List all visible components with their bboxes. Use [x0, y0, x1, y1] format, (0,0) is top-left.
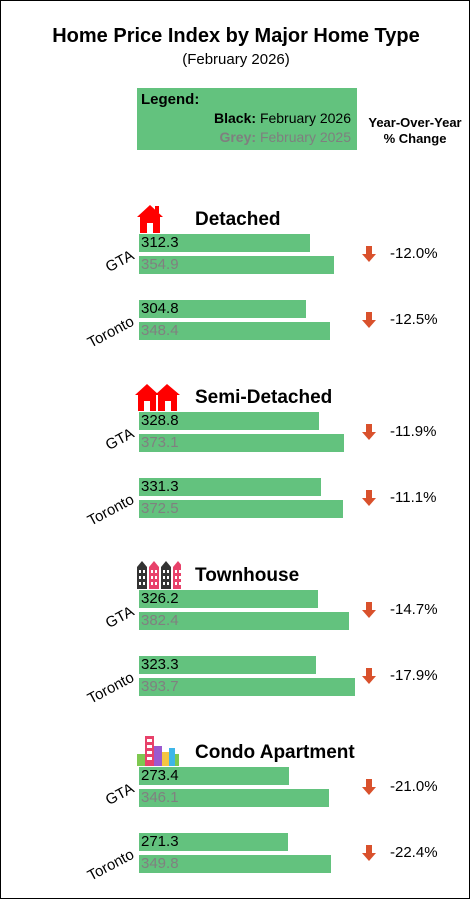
chart-subtitle: (February 2026) — [182, 51, 290, 68]
legend-heading: Legend: — [141, 91, 200, 108]
bar-previous-condo-apartment-gta — [139, 789, 329, 807]
down-arrow-icon — [362, 424, 376, 440]
legend-current-label: February 2026 — [259, 110, 351, 126]
bar-current-townhouse-gta — [139, 590, 318, 608]
value-previous-semi-detached-gta: 373.1 — [141, 434, 179, 451]
semi-detached-house-icon — [135, 379, 181, 413]
bar-previous-condo-apartment-toronto — [139, 855, 331, 873]
value-current-detached-gta: 312.3 — [141, 234, 179, 251]
yoy-header-line-1: Year-Over-Year — [368, 115, 462, 130]
townhouse-icon — [135, 557, 183, 591]
bar-previous-semi-detached-gta — [139, 434, 344, 452]
region-label-townhouse-toronto: Toronto — [84, 668, 137, 708]
yoy-value-semi-detached-gta: -11.9% — [390, 423, 437, 440]
section-title-condo-apartment: Condo Apartment — [195, 742, 355, 763]
bar-previous-townhouse-gta — [139, 612, 349, 630]
down-arrow-icon — [362, 312, 376, 328]
region-label-townhouse-gta: GTA — [102, 602, 137, 632]
yoy-value-semi-detached-toronto: -11.1% — [390, 489, 437, 506]
region-label-condo-apartment-toronto: Toronto — [84, 845, 137, 885]
bar-current-semi-detached-gta — [139, 412, 320, 430]
yoy-value-condo-apartment-gta: -21.0% — [390, 778, 438, 795]
region-label-semi-detached-toronto: Toronto — [84, 490, 137, 530]
down-arrow-icon — [362, 602, 376, 618]
legend: Legend: Black: February 2026 Grey: Febru… — [137, 88, 357, 150]
value-previous-condo-apartment-toronto: 349.8 — [141, 855, 179, 872]
value-current-semi-detached-gta: 328.8 — [141, 412, 179, 429]
value-previous-townhouse-gta: 382.4 — [141, 612, 179, 629]
legend-previous: Grey: February 2025 — [219, 129, 351, 145]
yoy-value-townhouse-toronto: -17.9% — [390, 667, 438, 684]
down-arrow-icon — [362, 490, 376, 506]
section-title-detached: Detached — [195, 209, 281, 230]
value-previous-condo-apartment-gta: 346.1 — [141, 789, 179, 806]
value-previous-semi-detached-toronto: 372.5 — [141, 500, 179, 517]
region-label-detached-gta: GTA — [102, 246, 137, 276]
bar-current-townhouse-toronto — [139, 656, 317, 674]
yoy-value-detached-gta: -12.0% — [390, 245, 438, 262]
bar-current-detached-toronto — [139, 300, 307, 318]
down-arrow-icon — [362, 668, 376, 684]
bar-current-condo-apartment-toronto — [139, 833, 288, 851]
yoy-header-line-2: % Change — [383, 131, 447, 146]
value-current-condo-apartment-gta: 273.4 — [141, 767, 179, 784]
value-previous-detached-toronto: 348.4 — [141, 322, 179, 339]
region-label-semi-detached-gta: GTA — [102, 424, 137, 454]
value-current-semi-detached-toronto: 331.3 — [141, 478, 179, 495]
value-previous-detached-gta: 354.9 — [141, 256, 179, 273]
legend-previous-label: February 2025 — [259, 129, 351, 145]
down-arrow-icon — [362, 779, 376, 795]
yoy-value-condo-apartment-toronto: -22.4% — [390, 844, 438, 861]
yoy-header: Year-Over-Year % Change — [361, 115, 469, 147]
legend-current: Black: February 2026 — [214, 110, 351, 126]
yoy-value-townhouse-gta: -14.7% — [390, 601, 438, 618]
bar-current-detached-gta — [139, 234, 311, 252]
value-current-condo-apartment-toronto: 271.3 — [141, 833, 179, 850]
value-current-townhouse-toronto: 323.3 — [141, 656, 179, 673]
value-previous-townhouse-toronto: 393.7 — [141, 678, 179, 695]
down-arrow-icon — [362, 845, 376, 861]
detached-house-icon — [135, 201, 181, 235]
bar-current-condo-apartment-gta — [139, 767, 289, 785]
region-label-condo-apartment-gta: GTA — [102, 779, 137, 809]
condo-apartment-icon — [135, 734, 181, 768]
section-title-semi-detached: Semi-Detached — [195, 387, 333, 408]
bar-current-semi-detached-toronto — [139, 478, 321, 496]
region-label-detached-toronto: Toronto — [84, 312, 137, 352]
legend-previous-key: Grey: — [219, 129, 257, 145]
down-arrow-icon — [362, 246, 376, 262]
bar-previous-semi-detached-toronto — [139, 500, 344, 518]
value-current-townhouse-gta: 326.2 — [141, 590, 179, 607]
yoy-value-detached-toronto: -12.5% — [390, 311, 438, 328]
bar-previous-townhouse-toronto — [139, 678, 355, 696]
section-title-townhouse: Townhouse — [195, 565, 300, 586]
legend-current-key: Black: — [214, 110, 257, 126]
bar-previous-detached-gta — [139, 256, 334, 274]
bar-previous-detached-toronto — [139, 322, 331, 340]
value-current-detached-toronto: 304.8 — [141, 300, 179, 317]
chart-title: Home Price Index by Major Home Type — [52, 25, 420, 47]
